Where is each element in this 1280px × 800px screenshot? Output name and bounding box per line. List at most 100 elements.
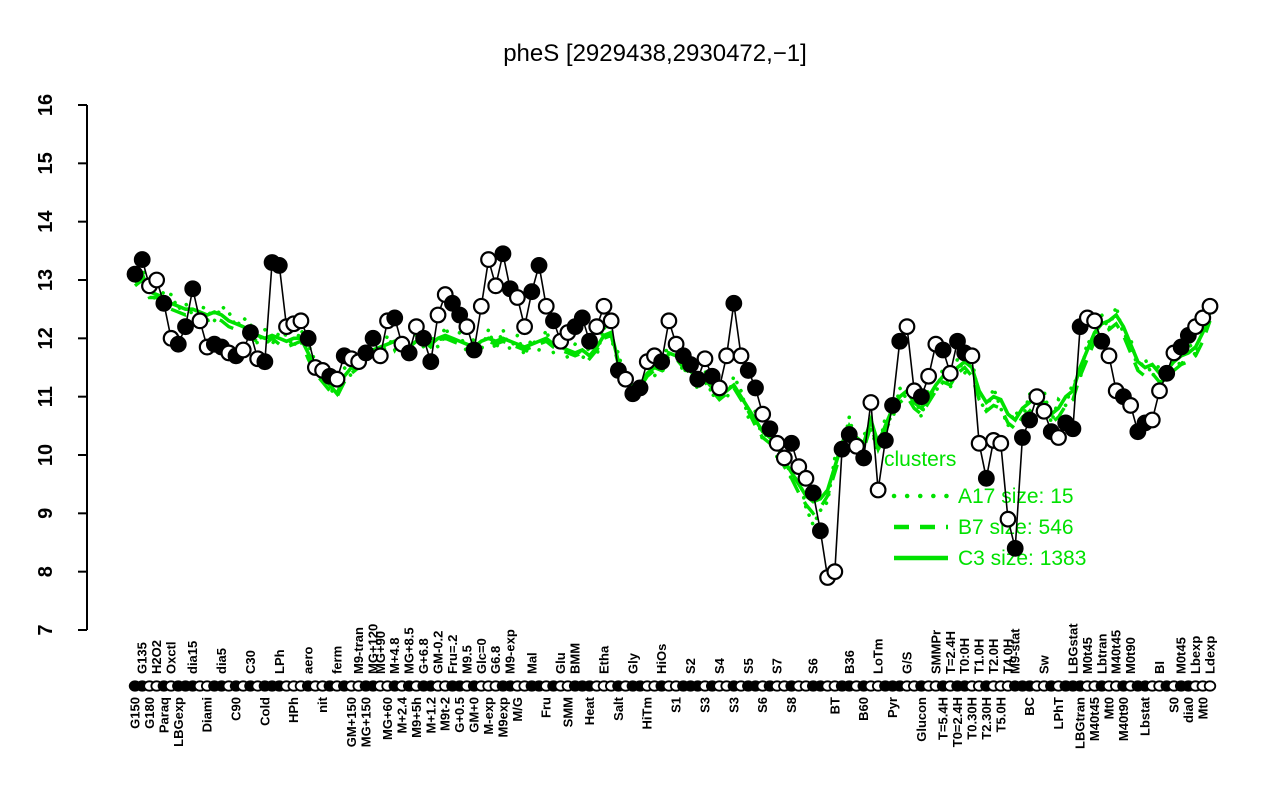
x-tick-label: Mt0 [1101, 697, 1116, 719]
x-tick-label: T1.0H [972, 639, 987, 674]
x-tick-label: M9t-2 [438, 697, 453, 731]
data-point-marker [1028, 388, 1046, 406]
data-point-marker [869, 481, 887, 499]
x-tick-label: BC [1022, 696, 1037, 715]
data-point-marker [970, 434, 988, 452]
data-point-marker [631, 379, 649, 397]
x-tick-label: dia0 [1181, 697, 1196, 723]
data-point-marker [299, 329, 317, 347]
x-tick-label: LBGstat [1065, 623, 1080, 674]
y-tick-label: 14 [35, 210, 57, 233]
x-tick-label: T0:0H [957, 638, 972, 674]
data-point-marker [364, 329, 382, 347]
x-tick-label: Ldexp [1203, 636, 1218, 674]
data-point-marker [184, 280, 202, 298]
data-point-marker [1064, 420, 1082, 438]
x-tick-label: M+1.2 [423, 697, 438, 734]
data-point-marker [400, 344, 418, 362]
data-point-marker [703, 367, 721, 385]
legend-label-a17: A17 size: 15 [958, 485, 1074, 508]
x-tick-label: T4.0H [1000, 639, 1015, 674]
data-point-marker [761, 420, 779, 438]
x-tick-label: S5 [741, 658, 756, 674]
x-tick-label: dia15 [185, 641, 200, 674]
data-point-marker [920, 367, 938, 385]
data-point-marker [747, 379, 764, 397]
data-point-marker [848, 437, 865, 455]
y-tick-label: 8 [35, 566, 57, 577]
data-point-marker [833, 440, 851, 458]
data-point-marker [581, 332, 598, 350]
data-point-marker [1100, 347, 1118, 365]
data-point-marker [508, 289, 526, 306]
x-tick-label: S6 [755, 697, 770, 713]
x-tick-label: ferm [330, 646, 345, 674]
x-tick-label: G+6.8 [416, 638, 431, 674]
x-tick-label: G135 [135, 642, 150, 674]
data-point-marker [768, 434, 786, 452]
x-tick-label: Pyr [885, 697, 900, 718]
data-point-marker [191, 312, 209, 330]
x-tick-label: S7 [770, 658, 785, 674]
x-tick-label: M40t90 [1116, 697, 1131, 741]
data-point-marker [1021, 411, 1039, 429]
data-point-marker [1158, 364, 1176, 382]
y-tick-label: 9 [35, 508, 57, 519]
x-tick-label: GM-0.2 [431, 631, 446, 674]
data-point-marker [415, 329, 432, 347]
x-tick-label: Lbstat [1138, 696, 1153, 736]
cluster-line-dashed [133, 277, 1212, 516]
data-point-marker [1122, 397, 1140, 414]
x-tick-label: Cold [257, 697, 272, 726]
x-tick-label: Salt [611, 696, 626, 721]
x-tick-label: LBGtran [1073, 697, 1088, 749]
data-point-marker [667, 335, 685, 353]
x-tick-label: aero [301, 646, 316, 674]
data-point-marker [1006, 539, 1024, 557]
data-point-marker [480, 251, 497, 268]
cluster-line-solid [133, 270, 1212, 504]
x-tick-label: G/S [899, 651, 914, 674]
y-tick-label: 12 [35, 327, 57, 349]
data-point-marker [234, 341, 252, 359]
data-point-marker [725, 294, 743, 312]
x-tick-label: BMM [568, 643, 583, 674]
data-point-marker [451, 306, 469, 324]
x-tick-label: G+0.5 [452, 697, 467, 733]
axes-layer: 7 8 9 10 11 12 13 14 15 16 G150 G135 G180 H2O2 Paraq Ox… [35, 94, 1218, 749]
data-point-marker [718, 347, 736, 365]
x-tick-label: T2.0H [986, 639, 1001, 674]
x-tick-label: B36 [842, 650, 857, 674]
data-point-marker [523, 283, 541, 301]
data-point-marker [177, 318, 194, 336]
data-point-marker [710, 379, 728, 397]
x-tick-label: MG+60 [380, 697, 395, 740]
x-tick-label: S3 [726, 697, 741, 713]
data-point-marker [530, 257, 548, 274]
chart-title: pheS [2929438,2930472,−1] [503, 40, 807, 67]
x-tick-label: SMMPr [928, 630, 943, 674]
data-point-marker [739, 362, 757, 379]
data-point-marker [472, 297, 490, 315]
x-tick-label: LoTm [871, 639, 886, 674]
x-tick-label: MG+8.5 [402, 627, 417, 674]
x-tick-label: BT [827, 697, 842, 714]
x-tick-label: Gly [625, 652, 640, 674]
x-tick-label: M9-stat [1008, 628, 1023, 674]
data-point-marker [516, 318, 533, 336]
data-point-marker [855, 449, 873, 467]
x-tick-label: M40t45 [1109, 630, 1124, 674]
y-tick-label: 13 [35, 269, 57, 291]
data-point-marker [422, 353, 440, 371]
x-tick-label: M9-tran [351, 627, 366, 674]
x-tick-label: Glc=0 [474, 638, 489, 674]
data-point-marker [934, 341, 952, 359]
data-point-marker [775, 449, 793, 467]
data-point-marker [148, 271, 166, 289]
data-point-marker [256, 353, 274, 371]
x-tick-label: G150 [128, 697, 143, 729]
x-tick-label: T=2.4H [943, 631, 958, 674]
data-point-marker [797, 469, 815, 487]
data-point-marker [754, 405, 772, 423]
x-tick-label: M0t45 [1174, 637, 1189, 674]
